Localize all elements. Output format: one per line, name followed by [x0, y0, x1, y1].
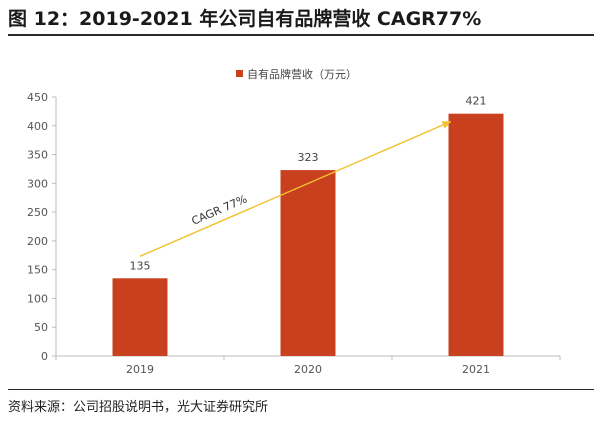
x-tick-label: 2019: [126, 363, 154, 376]
chart-legend: 自有品牌营收（万元）: [236, 67, 357, 81]
x-tick-label: 2020: [294, 363, 322, 376]
data-label: 421: [466, 95, 487, 108]
y-tick-label: 450: [27, 91, 48, 104]
legend-label: 自有品牌营收（万元）: [247, 67, 357, 81]
y-tick-label: 100: [27, 292, 48, 305]
bar-2019: [112, 278, 168, 356]
y-tick-label: 50: [34, 321, 48, 334]
cagr-arrow: [139, 121, 452, 257]
bar-2021: [448, 113, 504, 357]
x-tick-label: 2021: [462, 363, 490, 376]
y-tick-label: 250: [27, 206, 48, 219]
source-note: 资料来源：公司招股说明书，光大证券研究所: [8, 400, 269, 415]
data-label: 135: [130, 259, 151, 272]
y-tick-label: 400: [27, 120, 48, 133]
figure-title: 图 12：2019-2021 年公司自有品牌营收 CAGR77%: [8, 8, 482, 30]
data-label: 323: [298, 151, 319, 164]
y-tick-label: 150: [27, 264, 48, 277]
bar-2020: [280, 170, 336, 356]
legend-swatch: [236, 70, 243, 77]
y-tick-label: 300: [27, 177, 48, 190]
y-tick-label: 350: [27, 149, 48, 162]
y-tick-label: 0: [41, 350, 48, 363]
source-divider: [8, 389, 594, 390]
y-tick-label: 200: [27, 235, 48, 248]
title-divider: [8, 34, 594, 36]
